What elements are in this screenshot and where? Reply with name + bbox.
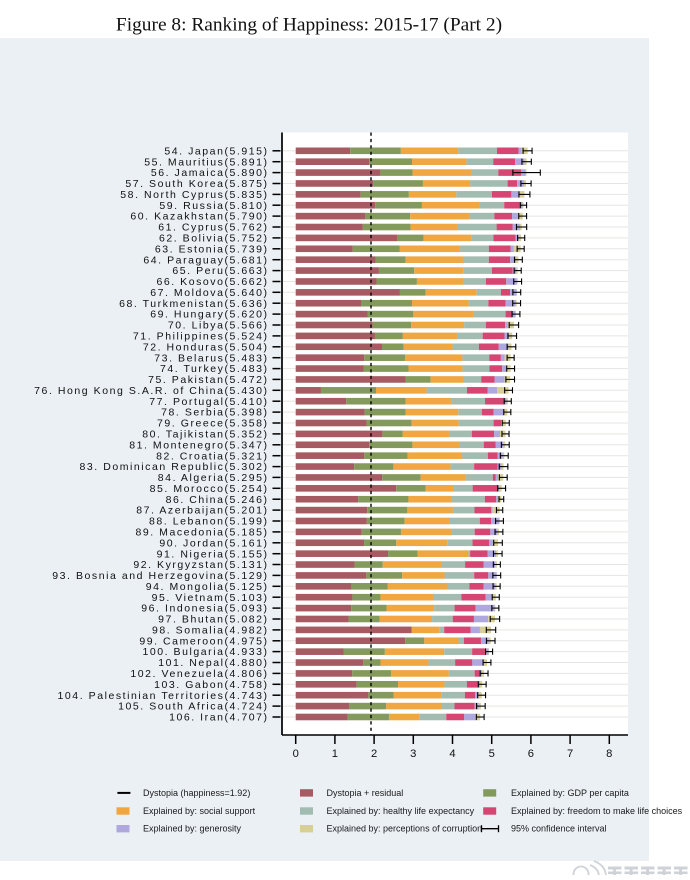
svg-text:2: 2	[371, 748, 377, 760]
svg-text:Explained by: healthy life exp: Explained by: healthy life expectancy	[327, 806, 475, 816]
svg-text:Explained by: GDP per capita: Explained by: GDP per capita	[511, 788, 629, 798]
svg-text:Dystopia + residual: Dystopia + residual	[327, 788, 404, 798]
svg-text:3: 3	[410, 748, 416, 760]
svg-text:8: 8	[606, 748, 612, 760]
svg-text:4: 4	[449, 748, 455, 760]
svg-text:Explained by: freedom to make: Explained by: freedom to make life choic…	[511, 806, 683, 816]
svg-text:106. Iran(4.707): 106. Iran(4.707)	[169, 712, 269, 724]
svg-text:1: 1	[332, 748, 338, 760]
svg-text:7: 7	[567, 748, 573, 760]
svg-text:0: 0	[293, 748, 299, 760]
svg-text:Explained by: social support: Explained by: social support	[143, 806, 256, 816]
svg-text:Dystopia (happiness=1.92): Dystopia (happiness=1.92)	[143, 788, 250, 798]
svg-text:5: 5	[489, 748, 495, 760]
svg-text:Explained by: perceptions of c: Explained by: perceptions of corruption	[327, 824, 483, 834]
svg-text:Explained by: generosity: Explained by: generosity	[143, 824, 242, 834]
svg-text:6: 6	[528, 748, 534, 760]
svg-text:95% confidence interval: 95% confidence interval	[511, 824, 607, 834]
svg-text:Figure 8: Ranking of Happiness: Figure 8: Ranking of Happiness: 2015-17 …	[116, 15, 502, 36]
